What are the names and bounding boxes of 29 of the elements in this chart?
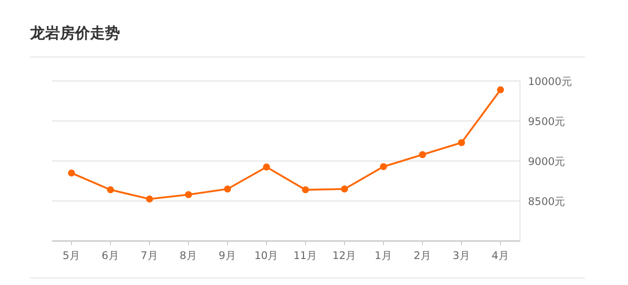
x-tick-label: 6月 (102, 250, 120, 262)
y-tick-label: 8500元 (528, 196, 566, 208)
x-tick-label: 8月 (180, 250, 198, 262)
y-tick-label: 10000元 (528, 76, 572, 88)
x-tick-label: 4月 (492, 250, 510, 262)
x-tick-label: 5月 (62, 250, 80, 262)
x-tick-label: 1月 (374, 250, 392, 262)
x-tick-label: 7月 (140, 250, 158, 262)
point (419, 151, 426, 158)
point (380, 163, 387, 170)
x-tick-label: 12月 (332, 250, 357, 262)
point (302, 186, 309, 194)
point (263, 164, 270, 170)
x-tick-label: 11月 (293, 250, 318, 262)
y-tick-label: 9000元 (528, 156, 566, 168)
x-tick-label: 3月 (452, 250, 470, 262)
point (458, 139, 465, 146)
x-tick-label: 10月 (254, 250, 279, 262)
point (341, 186, 348, 192)
point (497, 86, 504, 94)
point (185, 191, 192, 198)
point (107, 186, 114, 194)
chart-title: 龙岩房价走势 (29, 24, 120, 42)
x-tick-label: 9月 (218, 250, 236, 262)
y-tick-label: 9500元 (528, 116, 566, 128)
point (224, 186, 231, 192)
point (146, 196, 153, 202)
point (68, 170, 75, 176)
x-tick-label: 2月 (414, 250, 432, 262)
